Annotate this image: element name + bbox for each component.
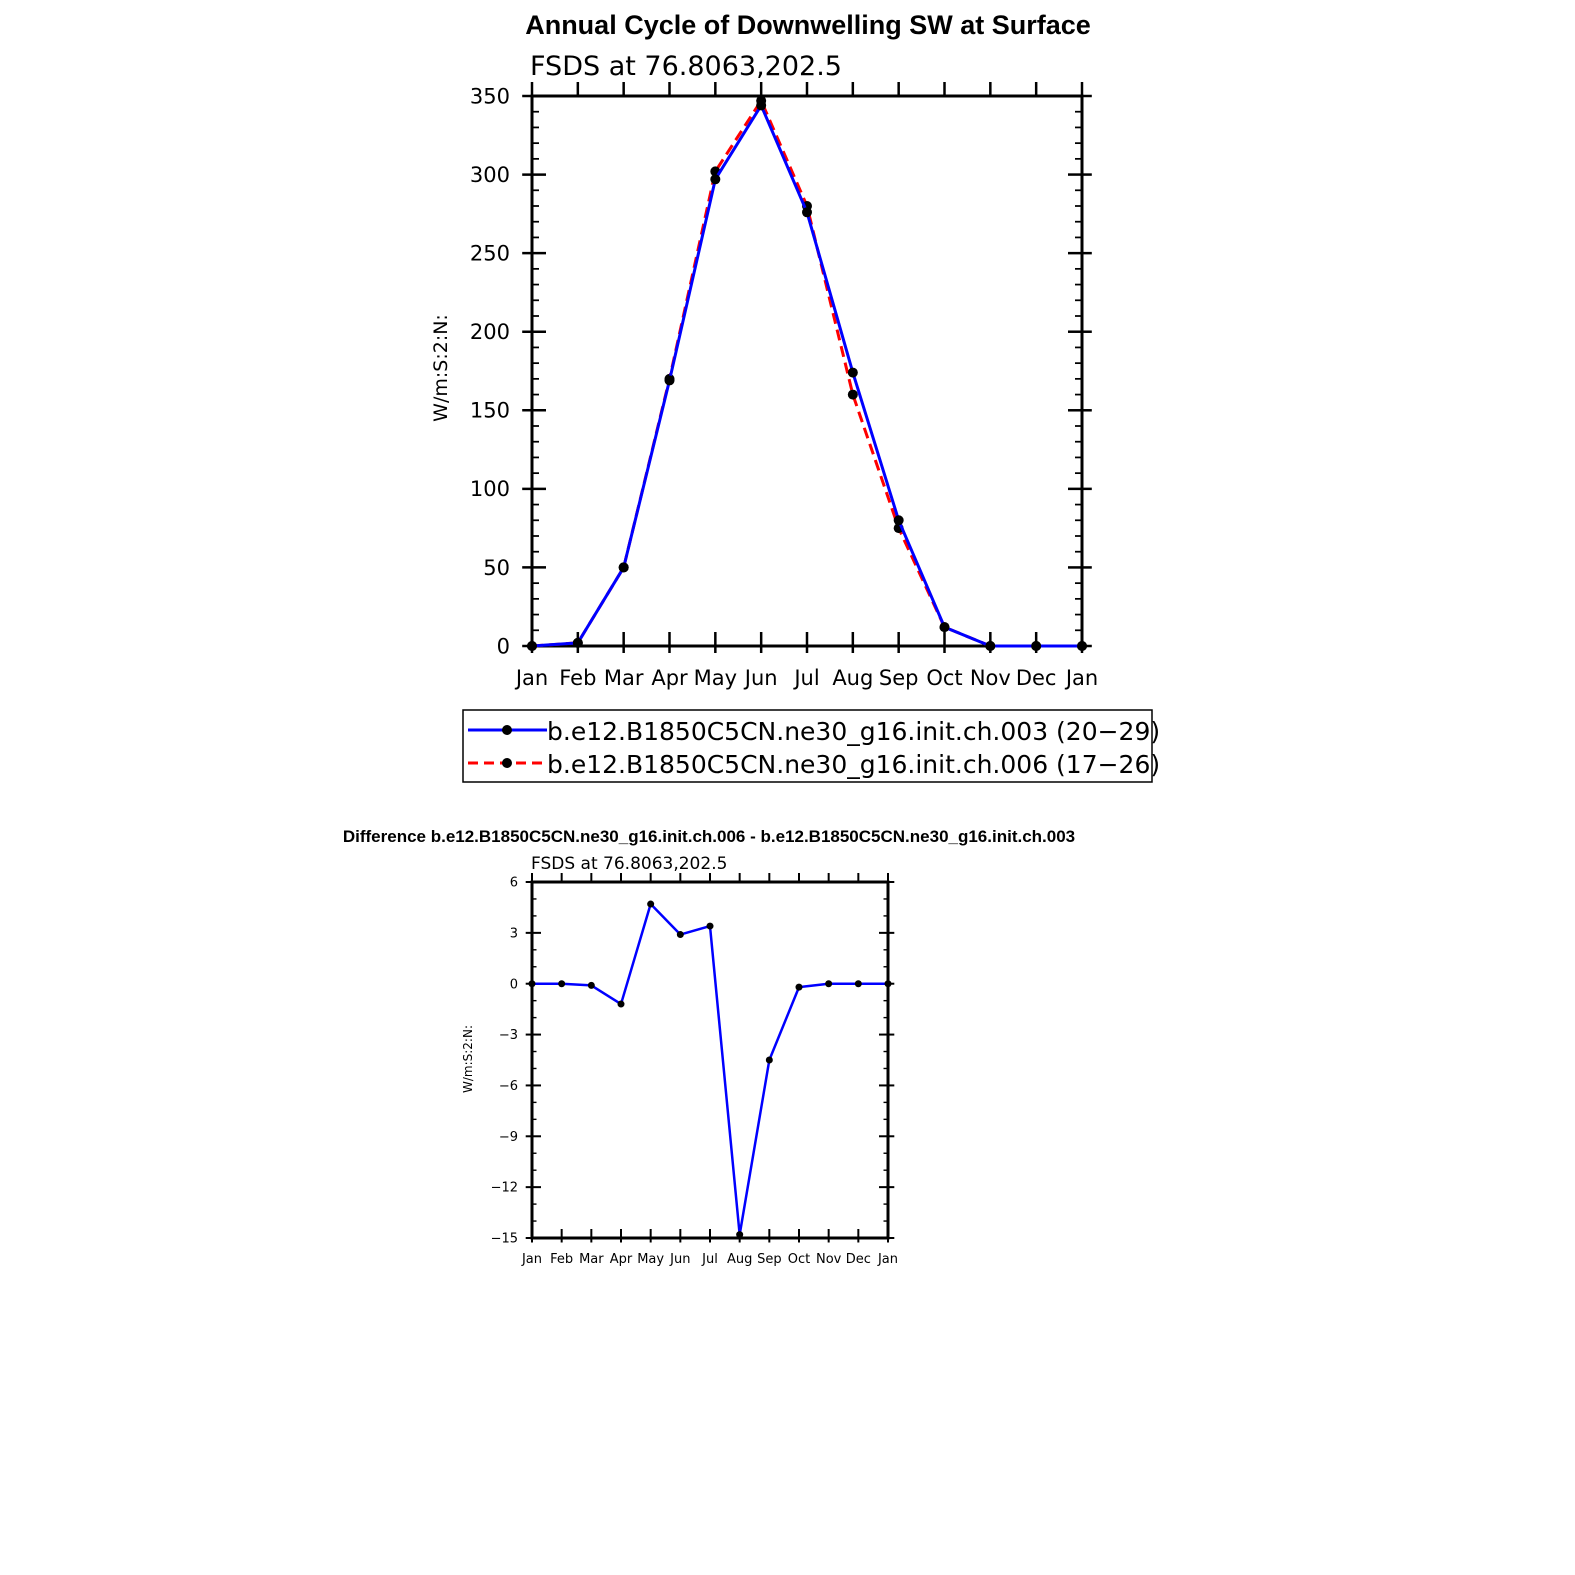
series-1-point xyxy=(587,981,595,989)
series-1-point xyxy=(985,641,996,651)
series-1-point xyxy=(710,174,721,185)
x-tick-label: Jul xyxy=(701,1252,718,1267)
y-tick-label: 150 xyxy=(470,399,510,423)
series-1-point xyxy=(647,900,655,908)
x-tick-label: Jan xyxy=(877,1252,898,1267)
series-1-point xyxy=(893,515,904,526)
x-tick-label: Apr xyxy=(651,666,688,690)
series-1-point xyxy=(527,641,537,651)
y-tick-label: −6 xyxy=(499,1079,518,1094)
x-tick-label: Jun xyxy=(743,666,778,690)
series-1-point xyxy=(617,1000,625,1008)
x-tick-label: Nov xyxy=(970,666,1011,690)
series-1-point xyxy=(676,931,684,939)
x-tick-label: Sep xyxy=(879,666,919,690)
series-1-point xyxy=(572,637,583,648)
series-line-1 xyxy=(531,103,1082,648)
series-line-1 xyxy=(532,902,888,1236)
y-tick-label: 50 xyxy=(483,556,510,580)
series-1-point xyxy=(736,1231,744,1239)
series-1-point xyxy=(765,1056,773,1064)
difference-series-lines xyxy=(528,900,892,1239)
series-1-point xyxy=(756,100,767,111)
x-tick-label: Jul xyxy=(792,666,819,690)
difference-title: Difference b.e12.B1850C5CN.ne30_g16.init… xyxy=(343,827,1075,846)
y-tick-label: 100 xyxy=(470,477,510,501)
difference-y-tick-labels: 6 3 0 −3 −6 −9 −12 −15 xyxy=(491,876,518,1247)
x-tick-label: May xyxy=(637,1252,664,1267)
legend-label-series-1: b.e12.B1850C5CN.ne30_g16.init.ch.003 (20… xyxy=(547,717,1160,746)
difference-subtitle: FSDS at 76.8063,202.5 xyxy=(531,854,727,874)
x-tick-labels: Jan Feb Mar Apr May Jun Jul Aug Sep Oct Nov Dec Jan xyxy=(514,666,1098,690)
difference-chart: Difference b.e12.B1850C5CN.ne30_g16.init… xyxy=(343,827,1075,1267)
legend-label-series-2: b.e12.B1850C5CN.ne30_g16.init.ch.006 (17… xyxy=(547,750,1160,779)
x-tick-label: Apr xyxy=(610,1252,633,1267)
x-tick-label: Dec xyxy=(1016,666,1057,690)
x-tick-label: Feb xyxy=(559,666,596,690)
y-tick-label: 0 xyxy=(497,634,510,658)
x-tick-label: Oct xyxy=(788,1252,810,1267)
series-1-point xyxy=(1077,641,1087,651)
y-tick-label: 300 xyxy=(470,163,510,187)
series-1-point xyxy=(1031,641,1042,651)
x-tick-label: Dec xyxy=(846,1252,871,1267)
series-1-point xyxy=(847,367,858,378)
y-tick-label: 0 xyxy=(510,977,518,992)
x-tick-label: Aug xyxy=(727,1252,752,1267)
series-1-point xyxy=(802,207,812,218)
y-tick-label: 6 xyxy=(510,876,518,891)
legend: b.e12.B1850C5CN.ne30_g16.init.ch.003 (20… xyxy=(462,709,1160,783)
y-tick-label: 350 xyxy=(470,84,510,108)
series-lines xyxy=(527,95,1087,651)
y-tick-label: −12 xyxy=(491,1181,518,1196)
series-1-point xyxy=(528,980,536,988)
x-tick-label: Aug xyxy=(832,666,873,690)
legend-marker-series-2 xyxy=(502,758,512,768)
y-tick-label: −15 xyxy=(491,1232,518,1247)
x-tick-label: Jan xyxy=(521,1252,542,1267)
difference-x-tick-labels: Jan Feb Mar Apr May Jun Jul Aug Sep Oct Nov Dec Jan xyxy=(521,1252,898,1267)
axis-ticks xyxy=(522,82,1092,653)
x-tick-label: Jun xyxy=(669,1252,690,1267)
series-1-point xyxy=(884,980,892,988)
series-line-2 xyxy=(531,99,1082,648)
x-tick-label: Oct xyxy=(926,666,962,690)
y-axis-label: W/m:S:2:N: xyxy=(430,314,452,422)
legend-box xyxy=(462,709,1153,783)
legend-marker-series-1 xyxy=(502,725,512,735)
y-tick-label: 200 xyxy=(470,320,510,344)
series-1-point xyxy=(825,980,833,988)
series-1-point xyxy=(664,375,675,386)
x-tick-label: Jan xyxy=(514,666,548,690)
x-tick-label: May xyxy=(694,666,737,690)
x-tick-label: Nov xyxy=(816,1252,842,1267)
series-1-point xyxy=(795,983,803,991)
chart-title: Annual Cycle of Downwelling SW at Surfac… xyxy=(525,10,1091,40)
x-tick-label: Feb xyxy=(550,1252,573,1267)
chart-subtitle: FSDS at 76.8063,202.5 xyxy=(530,51,842,82)
annual-cycle-chart: Annual Cycle of Downwelling SW at Surfac… xyxy=(430,10,1160,783)
y-tick-label: −9 xyxy=(499,1130,518,1145)
series-1-point xyxy=(618,562,629,573)
difference-axis-ticks xyxy=(525,873,895,1243)
series-1-point xyxy=(939,622,950,633)
x-tick-label: Sep xyxy=(757,1252,782,1267)
plot-frame xyxy=(530,94,1084,648)
x-tick-label: Mar xyxy=(579,1252,604,1267)
series-2-point xyxy=(847,389,858,400)
y-tick-label: 250 xyxy=(470,241,510,265)
y-tick-label: −3 xyxy=(499,1028,518,1043)
y-tick-labels: 0 50 100 150 200 250 300 350 xyxy=(470,84,510,658)
x-tick-label: Mar xyxy=(604,666,644,690)
x-tick-label: Jan xyxy=(1064,666,1098,690)
series-1-point xyxy=(706,922,714,930)
series-1-point xyxy=(854,980,862,988)
y-tick-label: 3 xyxy=(510,926,518,941)
series-1-point xyxy=(558,980,566,988)
difference-y-axis-label: W/m:S:2:N: xyxy=(461,1025,475,1093)
